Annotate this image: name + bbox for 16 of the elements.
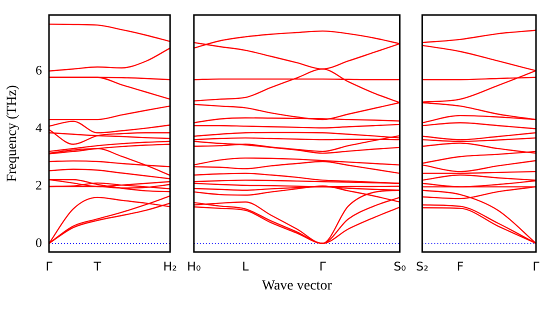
x-tick-label: S₂ xyxy=(416,259,429,274)
x-tick-label: L xyxy=(242,259,250,274)
x-tick-label: Γ xyxy=(532,259,540,274)
x-axis-title: Wave vector xyxy=(262,278,332,294)
x-tick-label: H₂ xyxy=(163,259,178,274)
y-tick-label: 2 xyxy=(36,177,42,192)
x-tick-label: S₀ xyxy=(394,259,406,274)
y-tick-label: 6 xyxy=(36,62,42,78)
x-tick-label: F xyxy=(456,259,464,274)
y-tick-label: 0 xyxy=(36,234,42,250)
x-tick-label: Γ xyxy=(319,259,326,274)
x-tick-label: H₀ xyxy=(186,259,202,274)
y-tick-label: 4 xyxy=(36,120,42,135)
y-axis-title: Frequency (THz) xyxy=(5,84,20,182)
x-tick-label: T xyxy=(92,259,102,274)
x-tick-label: Γ xyxy=(46,259,53,274)
